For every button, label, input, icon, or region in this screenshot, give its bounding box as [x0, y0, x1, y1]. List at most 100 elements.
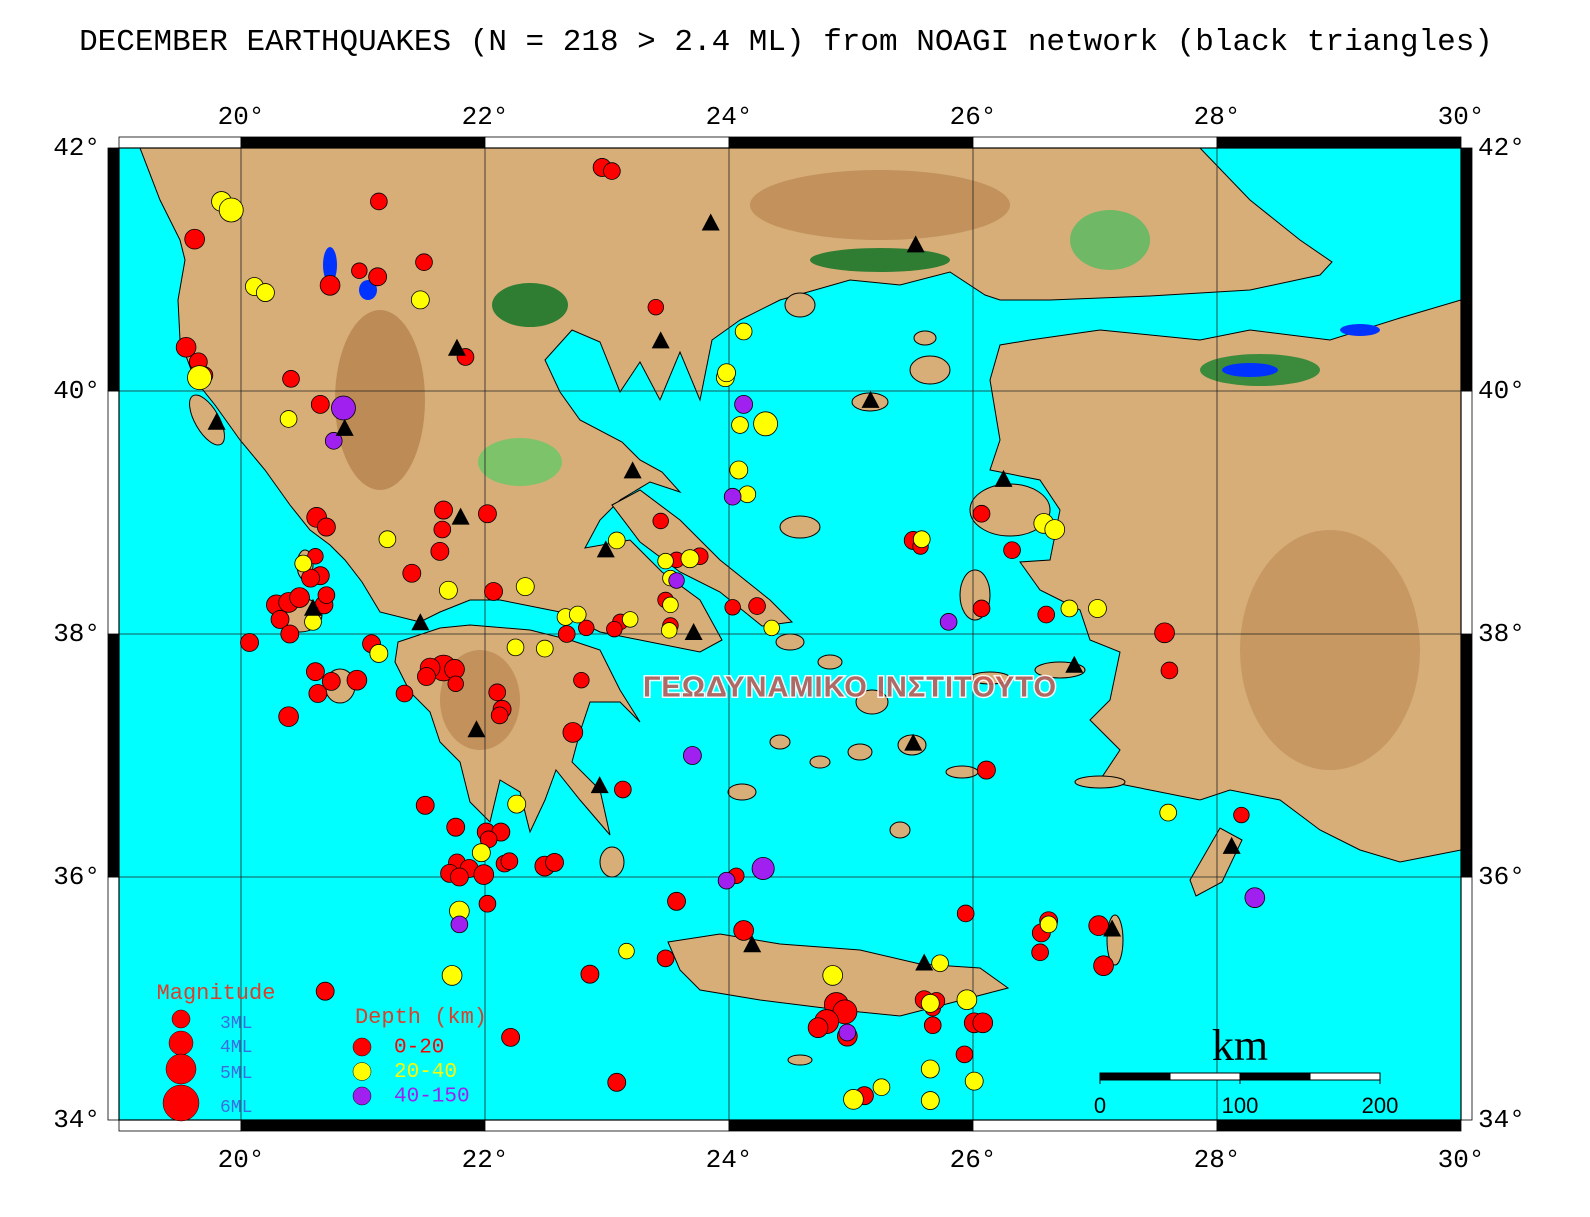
x-tick-label: 30° [1438, 102, 1485, 132]
earthquake [607, 1072, 627, 1092]
y-tick-label: 36° [53, 862, 100, 892]
earthquake [316, 517, 336, 537]
island [809, 755, 831, 769]
earthquake [977, 760, 996, 780]
station [596, 540, 615, 558]
scale-segment [1099, 1072, 1171, 1081]
earthquake [304, 613, 322, 631]
station [207, 412, 226, 430]
size-legend-title: Magnitude [157, 981, 276, 1006]
station [906, 235, 925, 253]
size-legend-label: 4ML [220, 1038, 252, 1058]
earthquake [843, 1089, 864, 1110]
island [817, 654, 843, 670]
frame-stripe [1460, 633, 1473, 878]
island [909, 355, 951, 385]
chart-title: DECEMBER EARTHQUAKES (N = 218 > 2.4 ML) … [79, 25, 1493, 60]
earthquake [501, 1027, 521, 1047]
earthquake [603, 162, 621, 180]
earthquake [294, 554, 313, 573]
earthquake [434, 500, 453, 520]
size-legend-label: 6ML [220, 1098, 252, 1118]
y-tick-label: 34° [1478, 1105, 1525, 1135]
earthquake [289, 587, 310, 608]
y-tick-label: 38° [53, 619, 100, 649]
x-tick-label: 20° [218, 1145, 265, 1175]
earthquake [621, 611, 639, 628]
earthquake [471, 843, 491, 863]
earthquake [331, 395, 356, 421]
island [1074, 775, 1126, 789]
y-tick-label: 34° [53, 1105, 100, 1135]
earthquake [657, 552, 674, 570]
earthquake [535, 639, 554, 658]
x-tick-label: 24° [706, 1145, 753, 1175]
earthquake [369, 644, 389, 663]
earthquake [656, 949, 675, 968]
y-tick-label: 42° [53, 133, 100, 163]
mountains [335, 310, 425, 490]
frame-stripe [972, 1119, 1218, 1132]
earthquake [368, 267, 388, 287]
earthquake [490, 706, 509, 725]
earthquake [441, 965, 463, 986]
earthquake [507, 794, 527, 814]
earthquake [607, 531, 626, 550]
earthquake [351, 262, 368, 279]
station [743, 935, 762, 953]
frame-stripe [1460, 876, 1473, 1121]
earthquake [319, 274, 341, 296]
earthquake [415, 795, 435, 815]
earthquake [647, 298, 665, 316]
earthquake [473, 864, 495, 885]
earthquake [402, 563, 422, 583]
scale-tick-label: 0 [1094, 1093, 1106, 1118]
earthquake [738, 485, 757, 504]
station [684, 623, 703, 640]
earthquake [310, 394, 330, 414]
earthquake [753, 411, 778, 437]
y-tick-label: 36° [1478, 862, 1525, 892]
land-anatolia [989, 299, 1461, 863]
earthquake [500, 852, 519, 871]
earthquake [506, 638, 525, 657]
x-tick-label: 22° [462, 102, 509, 132]
earthquake [240, 633, 259, 652]
station [1103, 919, 1122, 937]
x-tick-label: 28° [1194, 1145, 1241, 1175]
island [775, 633, 805, 651]
earthquake [1093, 955, 1114, 976]
frame-stripe [107, 633, 120, 878]
frame [107, 136, 1473, 1132]
earthquake [1031, 943, 1049, 962]
earthquake [446, 817, 466, 837]
earthquake [931, 954, 949, 973]
map-border [118, 147, 1462, 1121]
earthquake [433, 520, 452, 539]
earthquake [568, 605, 587, 624]
earthquake [578, 619, 595, 637]
station [1065, 655, 1084, 673]
frame-stripe [107, 147, 120, 392]
lake [323, 247, 337, 283]
size-legend-marker [168, 1030, 194, 1056]
earthquake [872, 1078, 891, 1096]
legend-marker [352, 1062, 372, 1081]
frame-stripe [1460, 147, 1473, 392]
station [303, 598, 322, 616]
earthquake [723, 487, 742, 506]
scale-tick-label: 200 [1362, 1093, 1399, 1118]
earthquake [972, 599, 991, 618]
earthquake [321, 671, 341, 691]
island [727, 783, 757, 801]
markers [175, 158, 1266, 1110]
earthquake [438, 580, 458, 600]
earthquake [717, 871, 736, 890]
x-tick-label: 20° [218, 102, 265, 132]
island [599, 846, 625, 878]
earthquake [279, 410, 298, 428]
earthquake [680, 549, 700, 569]
y-tick-label: 38° [1478, 619, 1525, 649]
earthquake [1244, 887, 1266, 908]
